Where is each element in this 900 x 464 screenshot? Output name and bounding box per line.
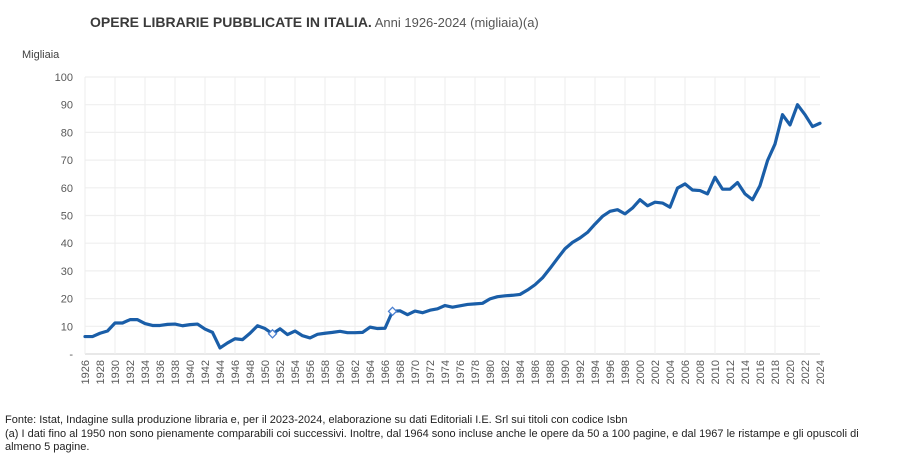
y-tick-label: 30 — [61, 266, 73, 278]
x-tick-label: 1950 — [260, 360, 272, 384]
x-tick-label: 1992 — [575, 360, 587, 384]
x-tick-label: 1994 — [590, 360, 602, 384]
x-tick-label: 2006 — [680, 360, 692, 384]
x-tick-label: 1986 — [530, 360, 542, 384]
grid-lines — [84, 76, 820, 355]
x-tick-label: 2014 — [740, 360, 752, 384]
x-tick-label: 2002 — [650, 360, 662, 384]
x-tick-label: 1984 — [515, 360, 527, 384]
source-note: Fonte: Istat, Indagine sulla produzione … — [5, 414, 628, 426]
y-tick-label: 10 — [61, 321, 73, 333]
diamond-marker — [267, 328, 278, 339]
x-tick-label: 1976 — [455, 360, 467, 384]
x-tick-label: 1968 — [395, 360, 407, 384]
series-line — [83, 103, 822, 350]
y-axis-label: Migliaia — [22, 49, 60, 61]
x-tick-label: 1998 — [620, 360, 632, 384]
x-tick-label: 2000 — [635, 360, 647, 384]
x-tick-label: 1948 — [245, 360, 257, 384]
x-tick-label: 1966 — [380, 360, 392, 384]
x-tick-label: 1996 — [605, 360, 617, 384]
x-tick-label: 1946 — [230, 360, 242, 384]
y-tick-label: 90 — [61, 100, 73, 112]
x-tick-label: 2004 — [665, 360, 677, 384]
chart-title-main: OPERE LIBRARIE PUBBLICATE IN ITALIA. — [90, 14, 372, 30]
x-tick-label: 1940 — [185, 360, 197, 384]
x-axis-ticks: 1926 1928 1930 1932 1934 1936 1938 1940 1942 1944… — [80, 360, 827, 384]
x-tick-label: 1970 — [410, 360, 422, 384]
chart-title: OPERE LIBRARIE PUBBLICATE IN ITALIA. Ann… — [90, 14, 539, 30]
diamond-marker — [387, 306, 398, 317]
x-tick-label: 1936 — [155, 360, 167, 384]
x-tick-label: 1954 — [290, 360, 302, 384]
marker-layer — [267, 306, 398, 339]
x-tick-label: 1932 — [125, 360, 137, 384]
x-tick-label: 1988 — [545, 360, 557, 384]
x-tick-label: 2018 — [770, 360, 782, 384]
y-tick-label: 100 — [55, 72, 73, 84]
comparability-note: (a) I dati fino al 1950 non sono piename… — [5, 427, 859, 454]
x-tick-label: 1938 — [170, 360, 182, 384]
x-tick-label: 1978 — [470, 360, 482, 384]
x-tick-label: 2010 — [710, 360, 722, 384]
x-tick-label: 2022 — [800, 360, 812, 384]
x-tick-label: 1956 — [305, 360, 317, 384]
x-tick-label: 2024 — [815, 360, 827, 384]
x-tick-label: 1980 — [485, 360, 497, 384]
y-tick-label: - — [69, 349, 73, 361]
y-tick-label: 50 — [61, 211, 73, 223]
y-tick-label: 80 — [61, 127, 73, 139]
y-axis-ticks: - 10 20 30 40 50 60 70 80 90 100 — [55, 72, 74, 361]
x-tick-label: 1982 — [500, 360, 512, 384]
x-tick-label: 1960 — [335, 360, 347, 384]
y-tick-label: 60 — [61, 183, 73, 195]
x-tick-label: 1972 — [425, 360, 437, 384]
chart-title-subtitle: Anni 1926-2024 (migliaia)(a) — [371, 15, 539, 30]
x-tick-label: 1952 — [275, 360, 287, 384]
x-tick-label: 1942 — [200, 360, 212, 384]
x-tick-label: 1944 — [215, 360, 227, 384]
x-tick-label: 1962 — [350, 360, 362, 384]
x-tick-label: 1930 — [110, 360, 122, 384]
x-tick-label: 2012 — [725, 360, 737, 384]
x-tick-label: 1926 — [80, 360, 92, 384]
x-tick-label: 1928 — [95, 360, 107, 384]
x-tick-label: 1990 — [560, 360, 572, 384]
x-tick-label: 1958 — [320, 360, 332, 384]
x-tick-label: 2016 — [755, 360, 767, 384]
y-tick-label: 70 — [61, 155, 73, 167]
x-tick-label: 1964 — [365, 360, 377, 384]
series-layer — [83, 103, 822, 350]
x-tick-label: 2020 — [785, 360, 797, 384]
y-tick-label: 20 — [61, 294, 73, 306]
x-tick-label: 1934 — [140, 360, 152, 384]
x-tick-label: 1974 — [440, 360, 452, 384]
y-tick-label: 40 — [61, 238, 73, 250]
x-tick-label: 2008 — [695, 360, 707, 384]
footnote: Fonte: Istat, Indagine sulla produzione … — [5, 414, 895, 455]
